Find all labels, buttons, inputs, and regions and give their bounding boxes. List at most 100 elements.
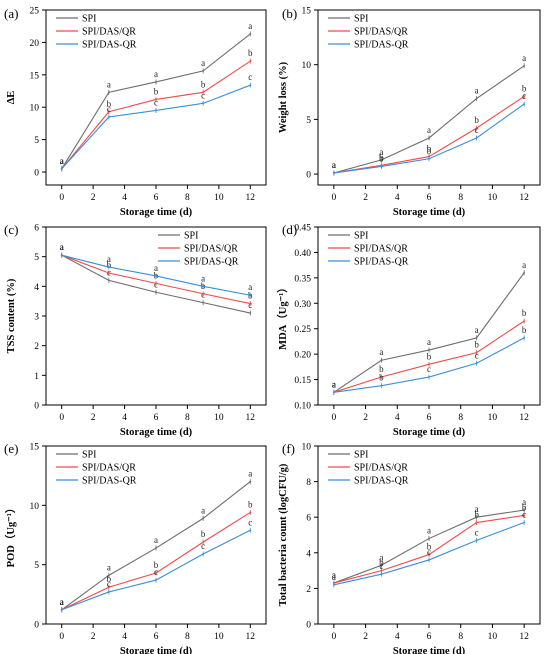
data-point (60, 608, 63, 611)
significance-letter: a (154, 263, 158, 273)
significance-letter: b (474, 510, 479, 520)
significance-letter: c (248, 72, 252, 82)
significance-letter: c (154, 567, 158, 577)
x-tick-label: 12 (519, 193, 529, 203)
x-axis-label: Storage time (d) (120, 427, 193, 438)
significance-letter: a (201, 505, 205, 515)
significance-letter: a (154, 535, 158, 545)
data-point (523, 509, 526, 511)
significance-letter: a (522, 497, 526, 507)
y-tick-label: 2 (34, 342, 39, 352)
data-point (155, 98, 157, 101)
data-point (202, 292, 205, 295)
data-point (249, 480, 252, 483)
significance-letter: c (248, 517, 252, 527)
x-tick-label: 10 (488, 413, 498, 423)
data-point (107, 586, 110, 589)
y-tick-label: 0.40 (294, 249, 311, 259)
panel-label: (b) (282, 6, 297, 21)
y-axis-label: ΔE (6, 91, 17, 105)
data-point (428, 537, 430, 540)
legend-label: SPI/DAS/QR (82, 27, 136, 38)
significance-letter: c (427, 547, 431, 557)
y-tick-label: 3 (34, 313, 39, 323)
data-point (523, 271, 526, 274)
significance-letter: a (475, 504, 479, 514)
series-spi: a a a a a (60, 21, 252, 172)
data-point (523, 64, 526, 67)
x-tick-label: 0 (331, 193, 336, 203)
legend: SPI SPI/DAS/QR SPI/DAS-QR (328, 450, 409, 487)
significance-letter: c (475, 125, 479, 135)
significance-letter: b (522, 308, 527, 318)
significance-letter: a (379, 147, 383, 157)
x-tick-label: 4 (395, 413, 400, 423)
significance-letter: a (522, 260, 526, 270)
significance-letter: a (107, 254, 111, 264)
x-tick-label: 12 (519, 632, 529, 642)
significance-letter: a (154, 69, 158, 79)
legend-label: SPI/DAS/QR (82, 463, 136, 474)
data-point (475, 137, 478, 139)
significance-letter: b (522, 83, 527, 93)
panel-label: (a) (4, 6, 18, 21)
significance-letter: b (248, 499, 253, 509)
significance-letter: b (474, 115, 479, 125)
y-axis-label: TSS content (%) (6, 278, 17, 353)
data-point (202, 102, 205, 105)
data-point (523, 521, 526, 524)
data-point (60, 254, 63, 257)
data-point (475, 127, 478, 130)
x-axis-label: Storage time (d) (393, 646, 466, 654)
significance-letter: b (107, 99, 112, 109)
data-point (428, 157, 430, 160)
x-tick-label: 8 (185, 193, 190, 203)
x-tick-label: 12 (519, 413, 529, 423)
y-tick-label: 20 (30, 39, 40, 49)
significance-letter: b (522, 502, 527, 512)
significance-letter: a (332, 379, 336, 389)
series-spi: a a a a a (60, 469, 252, 613)
significance-letter: a (427, 526, 431, 536)
legend-label: SPI (354, 14, 368, 25)
legend-label: SPI/DAS-QR (82, 476, 137, 487)
data-point (523, 95, 526, 98)
legend-label: SPI/DAS-QR (82, 40, 137, 51)
data-point (155, 275, 157, 277)
data-point (380, 573, 383, 576)
significance-letter: b (379, 153, 384, 163)
significance-letter: a (60, 242, 64, 252)
y-tick-label: 6 (306, 514, 311, 524)
legend-label: SPI (82, 14, 96, 25)
data-point (107, 591, 110, 593)
x-tick-label: 0 (331, 632, 336, 642)
significance-letter: a (60, 242, 64, 252)
data-point (202, 285, 205, 288)
significance-letter: c (475, 350, 479, 360)
significance-letter: a (332, 160, 336, 170)
data-point (155, 282, 157, 285)
x-tick-label: 10 (488, 632, 498, 642)
y-tick-label: 10 (30, 502, 40, 512)
legend-label: SPI/DAS/QR (354, 244, 408, 255)
y-tick-label: 15 (30, 71, 40, 81)
series-spi-das-qr: a a a a a (60, 242, 252, 298)
data-point (428, 376, 430, 378)
x-tick-label: 2 (91, 632, 96, 642)
data-point (107, 91, 110, 94)
series-spi-das-qr: a c c c c (60, 72, 252, 172)
significance-letter: b (474, 340, 479, 350)
data-point (107, 266, 110, 268)
data-point (107, 279, 110, 282)
significance-letter: c (154, 97, 158, 107)
significance-letter: a (248, 282, 252, 292)
y-tick-label: 0.45 (294, 224, 311, 234)
data-point (380, 165, 383, 168)
legend-label: SPI/DAS/QR (184, 244, 238, 255)
x-tick-label: 2 (363, 632, 368, 642)
data-point (202, 301, 205, 304)
significance-letter: c (522, 510, 526, 520)
